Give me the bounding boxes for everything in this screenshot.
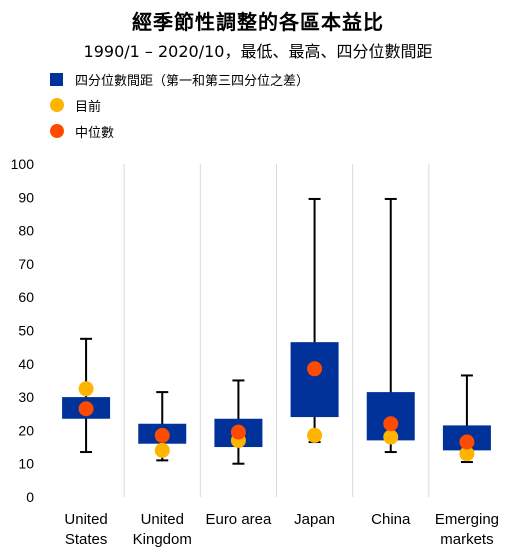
current-dot [307, 427, 323, 443]
y-tick-label: 10 [18, 456, 34, 472]
chart-subtitle: 1990/1 – 2020/10，最低、最高、四分位數間距 [83, 42, 433, 61]
legend-iqr-swatch [50, 72, 63, 86]
legend: 四分位數間距（第一和第三四分位之差） 目前 中位數 [50, 66, 309, 144]
median-dot [383, 416, 399, 432]
legend-current-dot [50, 98, 64, 112]
y-tick-label: 100 [11, 156, 35, 172]
legend-median-label: 中位數 [75, 125, 115, 141]
y-tick-label: 60 [18, 289, 34, 305]
median-dot [78, 401, 94, 417]
y-tick-label: 90 [18, 189, 34, 205]
median-dot [230, 424, 246, 440]
legend-item-current: 目前 [50, 92, 309, 118]
category-label: United [64, 511, 107, 528]
category-label: Euro area [205, 511, 272, 528]
legend-median-dot [50, 124, 64, 138]
median-dot [154, 427, 170, 443]
category-label: markets [440, 531, 493, 548]
y-tick-label: 20 [18, 422, 34, 438]
legend-item-median: 中位數 [50, 118, 309, 144]
category-label: Kingdom [133, 531, 192, 548]
category-label: Emerging [435, 511, 499, 528]
y-tick-label: 80 [18, 223, 34, 239]
current-dot [154, 442, 170, 458]
y-tick-label: 70 [18, 256, 34, 272]
legend-item-iqr: 四分位數間距（第一和第三四分位之差） [50, 66, 309, 92]
current-dot [78, 381, 94, 397]
chart-title: 經季節性調整的各區本益比 [132, 10, 384, 34]
median-dot [307, 361, 323, 377]
current-dot [459, 446, 475, 462]
median-dot [459, 434, 475, 450]
y-tick-label: 0 [26, 489, 34, 505]
category-label: China [371, 511, 411, 528]
legend-current-label: 目前 [75, 99, 102, 115]
category-label: States [65, 531, 108, 548]
category-label: Japan [294, 511, 335, 528]
y-tick-label: 40 [18, 356, 34, 372]
category-label: United [141, 511, 184, 528]
legend-iqr-label: 四分位數間距（第一和第三四分位之差） [75, 73, 310, 89]
current-dot [383, 429, 399, 445]
iqr-box [290, 342, 339, 418]
y-tick-label: 50 [18, 323, 34, 339]
y-tick-label: 30 [18, 389, 34, 405]
